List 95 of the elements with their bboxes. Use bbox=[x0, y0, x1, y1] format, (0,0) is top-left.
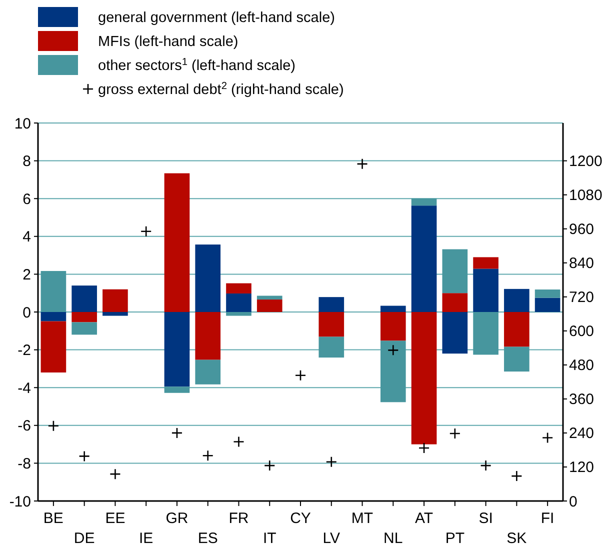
x-tick-label: FR bbox=[228, 510, 249, 527]
bar bbox=[72, 286, 97, 312]
y-tick-label: -8 bbox=[18, 455, 31, 472]
legend-label: general government (left-hand scale) bbox=[98, 10, 335, 26]
point bbox=[234, 436, 244, 447]
y-tick-label: -2 bbox=[18, 342, 31, 360]
point bbox=[542, 432, 553, 443]
bar bbox=[195, 244, 221, 312]
y2-tick-label: 0 bbox=[569, 493, 578, 510]
y2-tick-label: 720 bbox=[569, 289, 594, 306]
bar bbox=[226, 283, 252, 294]
y2-tick-label: 120 bbox=[569, 459, 594, 476]
bar bbox=[534, 298, 560, 312]
bar bbox=[504, 288, 530, 312]
point bbox=[48, 420, 58, 431]
x-tick-label: FI bbox=[540, 510, 554, 527]
x-tick-label: ES bbox=[198, 530, 218, 544]
bar bbox=[318, 297, 344, 312]
bar bbox=[72, 312, 97, 322]
bar bbox=[318, 336, 344, 358]
point bbox=[357, 158, 368, 169]
x-tick-label: DE bbox=[74, 530, 95, 544]
bar bbox=[318, 312, 344, 337]
y-tick-label: 0 bbox=[22, 304, 31, 322]
x-tick-label: AT bbox=[415, 510, 434, 527]
bar bbox=[473, 257, 498, 269]
bar bbox=[411, 206, 437, 312]
y-tick-label: 10 bbox=[14, 115, 31, 132]
x-tick-label: LV bbox=[322, 530, 340, 544]
y-tick-label: 4 bbox=[22, 228, 31, 246]
x-tick-label: IE bbox=[138, 530, 154, 544]
point bbox=[110, 469, 120, 480]
bar bbox=[411, 198, 437, 206]
bar bbox=[442, 312, 468, 354]
y2-tick-label: 600 bbox=[569, 323, 594, 340]
bar bbox=[195, 360, 221, 384]
bar bbox=[380, 340, 406, 402]
bar bbox=[40, 321, 66, 372]
y2-tick-label: 960 bbox=[569, 221, 594, 238]
x-tick-label: PT bbox=[445, 530, 464, 544]
bar bbox=[195, 312, 221, 360]
point bbox=[326, 456, 336, 467]
bar bbox=[102, 312, 128, 316]
x-tick-label: SK bbox=[506, 530, 527, 544]
x-tick-label: BE bbox=[43, 510, 64, 527]
point bbox=[512, 471, 522, 482]
bar bbox=[442, 249, 468, 294]
x-tick-label: NL bbox=[384, 530, 403, 544]
point bbox=[79, 451, 90, 462]
bar bbox=[411, 312, 437, 444]
y2-tick-label: 240 bbox=[569, 425, 594, 442]
bar bbox=[504, 346, 530, 372]
bar bbox=[40, 312, 66, 322]
y2-tick-label: 480 bbox=[569, 357, 594, 374]
x-tick-label: EE bbox=[105, 510, 126, 527]
legend-label: gross external debt$^{2}$ (right-hand scale) bbox=[98, 80, 344, 98]
bar bbox=[164, 312, 190, 387]
x-tick-label: GR bbox=[166, 510, 188, 527]
bar bbox=[256, 300, 282, 312]
bar bbox=[226, 312, 252, 316]
x-tick-label: SI bbox=[478, 510, 493, 527]
bar bbox=[380, 312, 406, 341]
point bbox=[141, 226, 152, 236]
point bbox=[388, 345, 398, 356]
bar bbox=[380, 306, 406, 312]
point bbox=[202, 450, 213, 461]
y2-tick-label: 360 bbox=[569, 391, 594, 408]
legend-label: MFIs (left-hand scale) bbox=[98, 34, 238, 50]
bar bbox=[256, 296, 282, 300]
bar bbox=[473, 268, 498, 312]
bar bbox=[40, 270, 66, 312]
y2-tick-label: 840 bbox=[569, 255, 594, 272]
y-tick-label: 8 bbox=[22, 153, 31, 170]
y-tick-label: 6 bbox=[22, 190, 31, 208]
bar bbox=[226, 293, 252, 312]
legend-label: other sectors$^{1}$ (left-hand scale) bbox=[98, 56, 296, 74]
x-tick-label: CY bbox=[290, 510, 311, 527]
bar bbox=[473, 312, 498, 355]
y2-tick-label: 1200 bbox=[569, 153, 602, 170]
bar bbox=[72, 322, 97, 335]
y-tick-label: -10 bbox=[9, 493, 31, 510]
bar bbox=[442, 293, 468, 312]
bar bbox=[164, 386, 190, 393]
y2-tick-label: 1080 bbox=[569, 187, 602, 204]
bar bbox=[534, 290, 560, 298]
y-tick-label: 2 bbox=[22, 266, 31, 284]
point bbox=[264, 460, 275, 471]
y-tick-label: -6 bbox=[18, 418, 31, 435]
point bbox=[480, 460, 491, 471]
bar bbox=[102, 289, 128, 312]
x-tick-label: IT bbox=[262, 530, 276, 544]
x-tick-label: MT bbox=[351, 510, 374, 527]
bar bbox=[164, 173, 190, 312]
y-tick-label: -4 bbox=[18, 380, 31, 397]
bar bbox=[504, 312, 530, 347]
